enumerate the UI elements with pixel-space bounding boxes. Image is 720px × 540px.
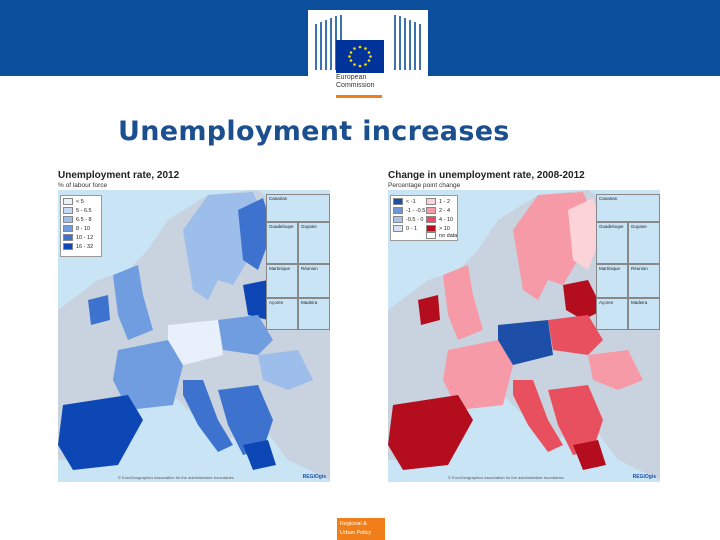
legend-label: 4 - 10 xyxy=(439,216,454,223)
legend-label: 0 - 1 xyxy=(406,225,418,232)
legend-label: 1 - 2 xyxy=(439,198,451,205)
legend-label: 10 - 12 xyxy=(76,234,94,241)
legend-label: no data xyxy=(439,232,458,239)
inset-label: Réunion xyxy=(631,266,648,271)
legend-row-4: 1 - 2 xyxy=(426,198,450,205)
legend-label: 5 - 6.5 xyxy=(76,207,92,214)
inset-martinique: Martinique xyxy=(596,264,628,298)
legend-swatch xyxy=(426,207,436,214)
legend-swatch xyxy=(393,198,403,205)
regiogis-logo: REGIOgis xyxy=(302,474,326,480)
legend-row-3: 0 - 1 xyxy=(393,225,417,232)
legend-row-8: no data xyxy=(426,232,457,239)
regiogis-logo: REGIOgis xyxy=(632,474,656,480)
inset-martinique: Martinique xyxy=(266,264,298,298)
legend-swatch xyxy=(63,243,73,250)
legend-swatch xyxy=(63,198,73,205)
inset-guadeloupe: Guadeloupe xyxy=(266,222,298,264)
legend-swatch xyxy=(393,225,403,232)
legend-swatch xyxy=(63,234,73,241)
legend-swatch xyxy=(426,216,436,223)
legend-row-1: -1 - -0.5 xyxy=(393,207,425,214)
map-footer-copyright: © EuroGeographics Association for the ad… xyxy=(118,475,234,480)
inset-label: Guyane xyxy=(301,224,317,229)
inset-reunion: Réunion xyxy=(628,264,660,298)
map-change-shapes xyxy=(388,190,660,480)
legend-label: 6.5 - 8 xyxy=(76,216,92,223)
legend-row-5: 2 - 4 xyxy=(426,207,450,214)
inset-label: Réunion xyxy=(301,266,318,271)
inset-label: Açores xyxy=(269,300,284,305)
logo-text: European Commission xyxy=(336,74,375,90)
inset-label: Guadeloupe xyxy=(269,224,294,229)
legend-row-7: > 10 xyxy=(426,225,450,232)
map-unemployment-2012: < 5 5 - 6.5 6.5 - 8 8 - 10 10 - 12 16 - … xyxy=(58,190,330,482)
legend-label: < -1 xyxy=(406,198,416,205)
logo-underline xyxy=(336,95,382,98)
legend-swatch xyxy=(63,207,73,214)
legend-swatch xyxy=(426,225,436,232)
legend-swatch xyxy=(426,198,436,205)
regional-urban-policy-badge: Regional & Urban Policy xyxy=(337,518,385,540)
legend-row-0: < -1 xyxy=(393,198,416,205)
inset-madeira: Madeira xyxy=(298,298,330,330)
inset-label: Canarias xyxy=(269,196,288,201)
badge-line-1: Regional & xyxy=(340,521,367,527)
logo-line-commission: Commission xyxy=(336,82,375,89)
legend-swatch xyxy=(63,216,73,223)
legend-label: -1 - -0.5 xyxy=(406,207,426,214)
inset-label: Canarias xyxy=(599,196,618,201)
slide-title: Unemployment increases xyxy=(118,116,510,147)
inset-label: Açores xyxy=(599,300,614,305)
legend-label: < 5 xyxy=(76,198,84,205)
inset-acores: Açores xyxy=(596,298,628,330)
map-unemployment-change: < -1 -1 - -0.5 -0.5 - 0 0 - 1 1 - 2 2 - … xyxy=(388,190,660,482)
inset-label: Guyane xyxy=(631,224,647,229)
map-legend-change: < -1 -1 - -0.5 -0.5 - 0 0 - 1 1 - 2 2 - … xyxy=(390,195,458,241)
inset-reunion: Réunion xyxy=(298,264,330,298)
map-footer-copyright: © EuroGeographics Association for the ad… xyxy=(448,475,564,480)
inset-guyane: Guyane xyxy=(628,222,660,264)
legend-swatch xyxy=(426,232,436,239)
inset-madeira: Madeira xyxy=(628,298,660,330)
inset-label: Madeira xyxy=(301,300,318,305)
legend-row-4: 10 - 12 xyxy=(63,234,93,241)
legend-swatch xyxy=(393,207,403,214)
legend-row-0: < 5 xyxy=(63,198,84,205)
inset-acores: Açores xyxy=(266,298,298,330)
inset-label: Madeira xyxy=(631,300,648,305)
legend-label: > 10 xyxy=(439,225,450,232)
legend-row-3: 8 - 10 xyxy=(63,225,90,232)
legend-row-1: 5 - 6.5 xyxy=(63,207,92,214)
legend-row-2: 6.5 - 8 xyxy=(63,216,92,223)
legend-row-5: 16 - 32 xyxy=(63,243,93,250)
map-title-change: Change in unemployment rate, 2008-2012 xyxy=(388,170,585,181)
legend-label: 16 - 32 xyxy=(76,243,94,250)
european-commission-logo xyxy=(308,10,428,102)
legend-label: 2 - 4 xyxy=(439,207,451,214)
inset-canarias: Canarias xyxy=(596,194,660,222)
inset-label: Martinique xyxy=(269,266,291,271)
legend-label: -0.5 - 0 xyxy=(406,216,424,223)
inset-guadeloupe: Guadeloupe xyxy=(596,222,628,264)
legend-label: 8 - 10 xyxy=(76,225,91,232)
map-subtitle-change: Percentage point change xyxy=(388,182,461,189)
legend-row-6: 4 - 10 xyxy=(426,216,453,223)
inset-label: Guadeloupe xyxy=(599,224,624,229)
inset-guyane: Guyane xyxy=(298,222,330,264)
legend-row-2: -0.5 - 0 xyxy=(393,216,423,223)
inset-label: Martinique xyxy=(599,266,621,271)
map-legend-unemployment: < 5 5 - 6.5 6.5 - 8 8 - 10 10 - 12 16 - … xyxy=(60,195,102,257)
inset-canarias: Canarias xyxy=(266,194,330,222)
map-subtitle-unemployment: % of labour force xyxy=(58,182,108,189)
legend-swatch xyxy=(393,216,403,223)
map-title-unemployment: Unemployment rate, 2012 xyxy=(58,170,180,181)
badge-line-2: Urban Policy xyxy=(340,530,372,536)
logo-line-european: European xyxy=(336,74,367,81)
legend-swatch xyxy=(63,225,73,232)
